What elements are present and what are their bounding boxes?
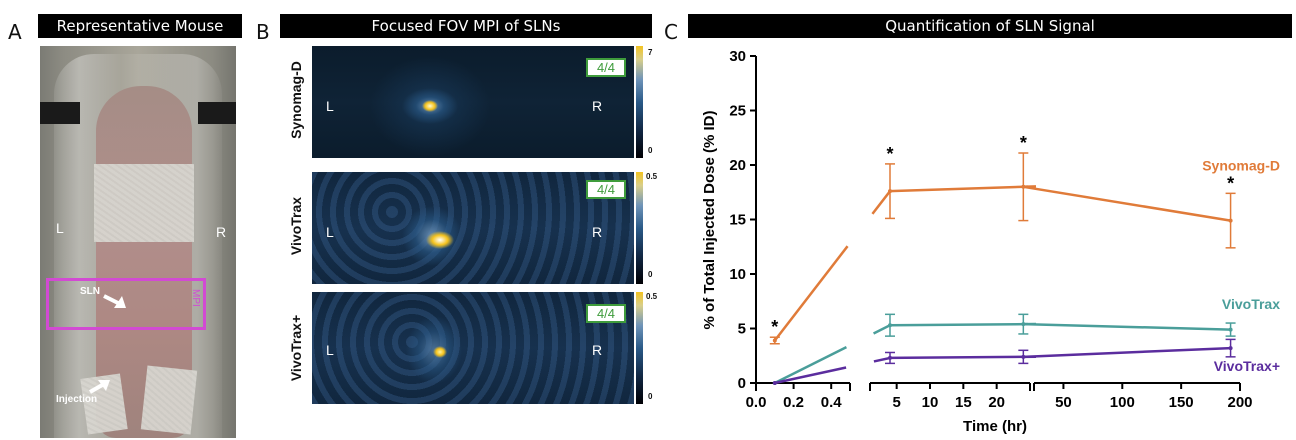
series-line-VivoTrax xyxy=(1023,322,1231,331)
series-line-VivoTrax+ xyxy=(873,356,891,363)
sln-arrow-icon xyxy=(103,294,126,308)
fraction-badge-synomag: 4/4 xyxy=(586,58,626,77)
data-point xyxy=(1228,346,1233,351)
x-tick-label: 0.2 xyxy=(783,394,804,411)
colorbar-vivotrax-min: 0 xyxy=(648,270,653,279)
data-point xyxy=(1021,184,1026,189)
series-line-Synomag-D xyxy=(871,190,891,215)
significance-marker: * xyxy=(1020,133,1027,153)
data-point xyxy=(1228,218,1233,223)
x-axis-label: Time (hr) xyxy=(963,418,1027,435)
colorbar-synomag xyxy=(636,46,643,158)
tape-lower-right xyxy=(140,365,198,435)
sln-signal-chart: 0 5 10 15 20 25 30 % of Total Injected Dose (% … xyxy=(701,48,1280,435)
series-line-VivoTrax+ xyxy=(1023,346,1231,359)
colorbar-vivotraxplus-max: 0.5 xyxy=(646,292,658,301)
y-tick-label: 25 xyxy=(729,103,746,120)
y-tick-label: 0 xyxy=(738,375,746,392)
colorbar-vivotraxplus-min: 0 xyxy=(648,392,653,401)
data-point xyxy=(1021,354,1026,359)
fraction-badge-vivotrax: 4/4 xyxy=(586,180,626,199)
x-tick-label: 200 xyxy=(1227,394,1252,411)
x-tick-label: 10 xyxy=(922,394,939,411)
panel-c-letter: C xyxy=(664,20,678,44)
mpi-fov-box: MPI xyxy=(46,278,206,330)
data-point xyxy=(888,323,892,328)
series-line-VivoTrax xyxy=(774,345,847,385)
significance-marker: * xyxy=(886,144,893,164)
data-point xyxy=(888,355,892,360)
row-label-synomag: Synomag-D xyxy=(288,61,304,139)
panel-c-title: Quantification of SLN Signal xyxy=(688,14,1292,38)
sln-label: SLN xyxy=(80,286,100,297)
heatmap-vivotraxplus: L R 4/4 xyxy=(312,292,634,404)
clamp-left xyxy=(40,102,80,124)
y-tick-label: 15 xyxy=(729,212,746,229)
series-label: VivoTrax xyxy=(1222,296,1280,312)
heatmap-vivotrax-bg xyxy=(312,172,634,284)
panel-a-title: Representative Mouse xyxy=(38,14,242,38)
x-tick-label: 15 xyxy=(955,394,972,411)
panel-b-letter: B xyxy=(256,20,270,44)
x-tick-label: 20 xyxy=(988,394,1005,411)
heatmap-vivotraxplus-right: R xyxy=(592,342,603,358)
series-line-Synomag-D xyxy=(1023,185,1231,222)
colorbar-vivotraxplus xyxy=(636,292,643,404)
colorbar-vivotrax-max: 0.5 xyxy=(646,172,658,181)
mpi-box-label: MPI xyxy=(190,289,201,307)
colorbar-synomag-max: 7 xyxy=(648,48,653,57)
series-label: Synomag-D xyxy=(1202,157,1280,173)
series-line-VivoTrax+ xyxy=(774,366,847,385)
y-axis-label: % of Total Injected Dose (% ID) xyxy=(701,111,718,330)
mouse-photo: L R MPI SLN Injection xyxy=(40,46,236,438)
heatmap-vivotrax-left: L xyxy=(326,224,334,240)
y-tick-label: 20 xyxy=(729,157,746,174)
data-point xyxy=(1228,327,1233,332)
series-line-Synomag-D xyxy=(889,185,1029,193)
data-point xyxy=(1021,322,1026,327)
x-tick-label: 0.4 xyxy=(821,394,843,411)
colorbar-synomag-min: 0 xyxy=(648,146,653,155)
heatmap-synomag-left: L xyxy=(326,98,334,114)
heatmap-vivotrax: L R 4/4 xyxy=(312,172,634,284)
x-tick-label: 0.0 xyxy=(746,394,767,411)
clamp-right xyxy=(198,102,236,124)
row-label-vivotraxplus: VivoTrax+ xyxy=(288,314,304,382)
colorbar-vivotrax xyxy=(636,172,643,284)
row-label-vivotrax: VivoTrax xyxy=(288,196,304,256)
panel-a-letter: A xyxy=(8,20,22,44)
x-tick-label: 50 xyxy=(1055,394,1072,411)
significance-marker: * xyxy=(1227,173,1234,193)
heatmap-vivotraxplus-bg xyxy=(312,292,634,404)
heatmap-synomag: L R 4/4 xyxy=(312,46,634,158)
heatmap-vivotraxplus-left: L xyxy=(326,342,334,358)
data-point xyxy=(772,381,777,385)
heatmap-synomag-right: R xyxy=(592,98,603,114)
series-line-VivoTrax xyxy=(889,322,1029,327)
x-tick-label: 150 xyxy=(1169,394,1194,411)
x-tick-label: 100 xyxy=(1110,394,1135,411)
series-line-VivoTrax xyxy=(873,324,891,335)
y-tick-label: 5 xyxy=(738,321,746,338)
tape-upper xyxy=(94,164,194,242)
injection-arrow-icon xyxy=(89,380,110,394)
photo-left-label: L xyxy=(56,220,64,236)
series-line-Synomag-D xyxy=(773,245,849,342)
panel-b-title: Focused FOV MPI of SLNs xyxy=(280,14,652,38)
y-tick-label: 30 xyxy=(729,48,746,65)
significance-marker: * xyxy=(771,317,778,337)
data-point xyxy=(888,189,892,194)
heatmap-synomag-bg xyxy=(312,46,634,158)
heatmap-vivotrax-right: R xyxy=(592,224,603,240)
injection-label: Injection xyxy=(56,394,98,405)
photo-right-label: R xyxy=(216,224,227,240)
y-tick-label: 10 xyxy=(729,266,746,283)
x-tick-label: 5 xyxy=(892,394,900,411)
series-line-VivoTrax+ xyxy=(889,355,1029,360)
fraction-badge-vivotraxplus: 4/4 xyxy=(586,304,626,323)
series-label: VivoTrax+ xyxy=(1214,358,1280,374)
data-point xyxy=(772,338,777,343)
